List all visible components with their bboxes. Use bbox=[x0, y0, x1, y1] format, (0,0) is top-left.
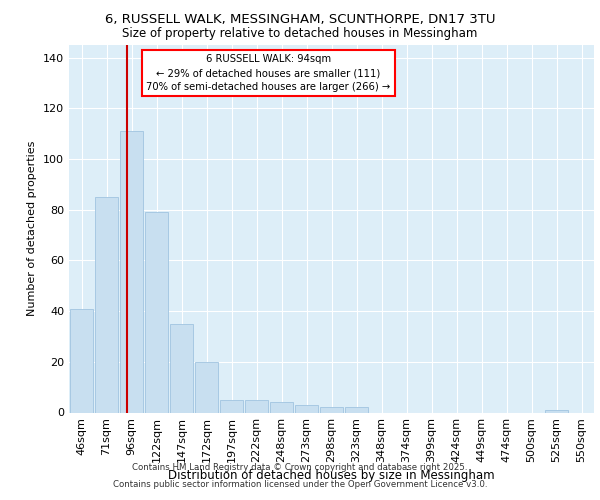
Bar bbox=[245, 400, 268, 412]
Bar bbox=[170, 324, 193, 412]
Bar bbox=[545, 410, 568, 412]
Bar bbox=[95, 197, 118, 412]
Bar bbox=[344, 408, 368, 412]
Bar bbox=[145, 212, 169, 412]
Text: Size of property relative to detached houses in Messingham: Size of property relative to detached ho… bbox=[122, 28, 478, 40]
Bar bbox=[320, 408, 343, 412]
Bar bbox=[70, 308, 94, 412]
Bar bbox=[295, 405, 319, 412]
Bar bbox=[194, 362, 218, 412]
Y-axis label: Number of detached properties: Number of detached properties bbox=[28, 141, 37, 316]
Bar bbox=[269, 402, 293, 412]
Text: 6, RUSSELL WALK, MESSINGHAM, SCUNTHORPE, DN17 3TU: 6, RUSSELL WALK, MESSINGHAM, SCUNTHORPE,… bbox=[105, 12, 495, 26]
Text: Contains HM Land Registry data © Crown copyright and database right 2025.: Contains HM Land Registry data © Crown c… bbox=[132, 464, 468, 472]
Bar bbox=[119, 131, 143, 412]
X-axis label: Distribution of detached houses by size in Messingham: Distribution of detached houses by size … bbox=[168, 470, 495, 482]
Text: 6 RUSSELL WALK: 94sqm
← 29% of detached houses are smaller (111)
70% of semi-det: 6 RUSSELL WALK: 94sqm ← 29% of detached … bbox=[146, 54, 391, 92]
Text: Contains public sector information licensed under the Open Government Licence v3: Contains public sector information licen… bbox=[113, 480, 487, 489]
Bar bbox=[220, 400, 244, 412]
